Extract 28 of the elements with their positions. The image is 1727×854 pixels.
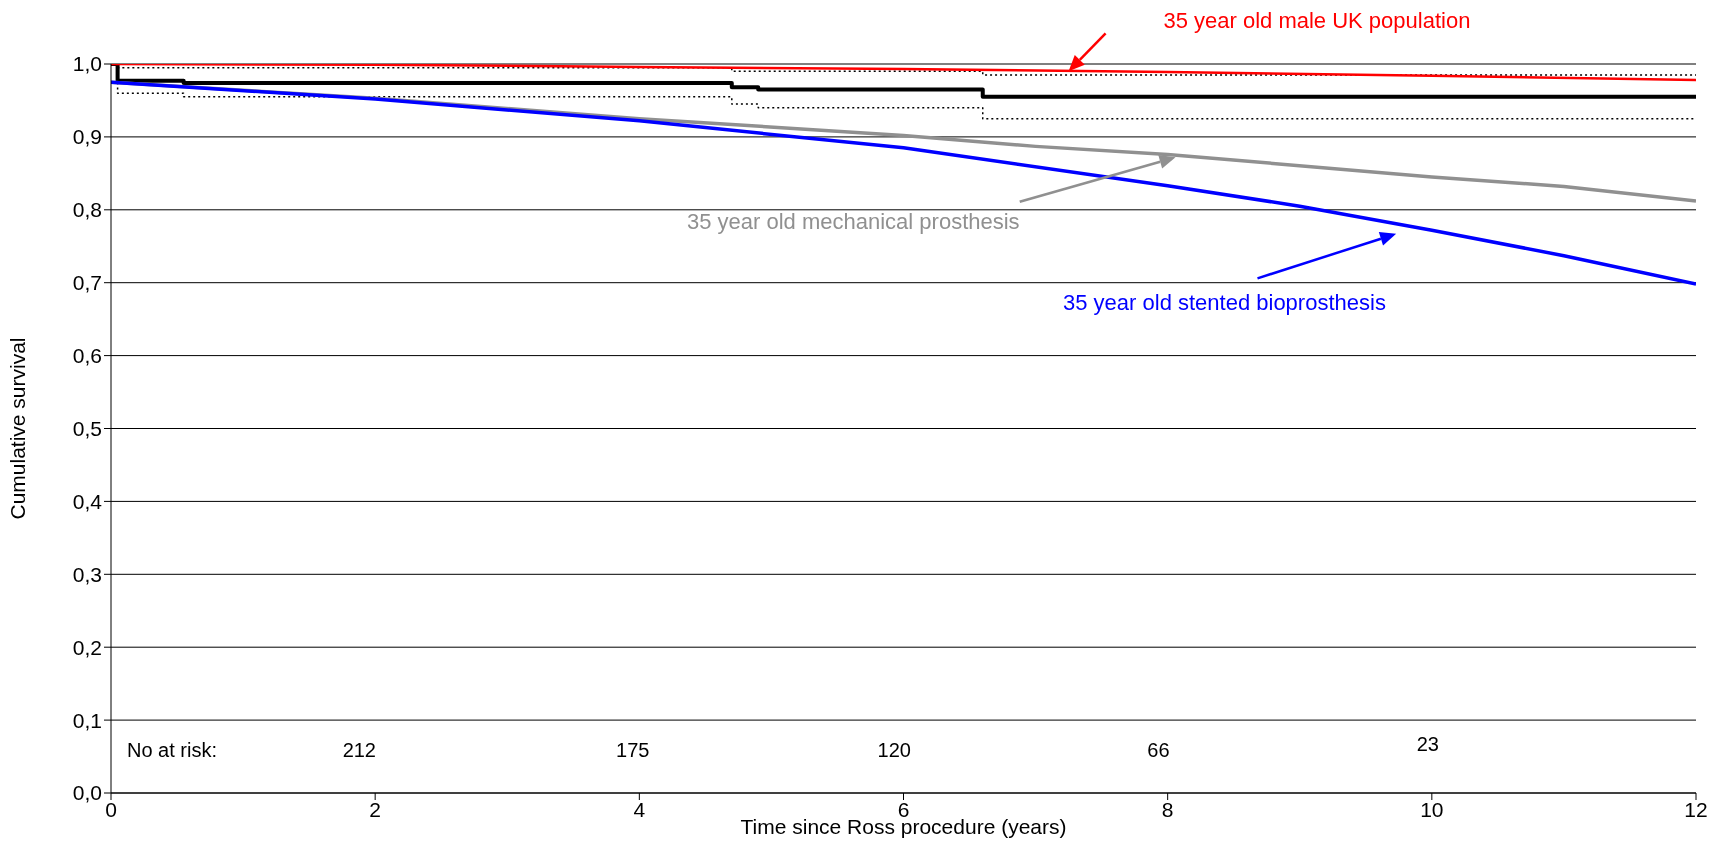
- y-tick-label: 0,0: [72, 781, 102, 805]
- y-tick-label: 0,4: [72, 489, 103, 513]
- y-tick-label: 0,5: [72, 416, 102, 440]
- y-tick-label: 0,6: [72, 344, 102, 368]
- annotation: 66: [1147, 738, 1170, 761]
- x-tick-label: 12: [1684, 797, 1708, 821]
- y-tick-label: 0,8: [72, 198, 102, 222]
- annotation: 212: [342, 738, 376, 761]
- x-tick-label: 8: [1161, 797, 1174, 821]
- annotation: No at risk:: [127, 738, 218, 761]
- y-tick-label: 0,9: [72, 125, 102, 149]
- annotation: 23: [1416, 732, 1439, 755]
- annotation: 175: [616, 738, 650, 761]
- x-tick-label: 6: [897, 797, 910, 821]
- annotation: 120: [877, 738, 911, 761]
- text: 35 year old mechanical prosthesis: [687, 208, 1020, 234]
- text: 35 year old stented bioprosthesis: [1063, 289, 1386, 315]
- series-label: 35 year old male UK population: [1163, 8, 1471, 34]
- x-tick-label: 10: [1420, 797, 1444, 821]
- y-axis-title: Cumulative survival: [6, 337, 30, 520]
- y-tick-label: 1,0: [72, 52, 102, 76]
- y-tick-label: 0,1: [72, 708, 102, 732]
- x-tick-label: 0: [105, 797, 117, 821]
- x-tick-label: 2: [369, 797, 382, 821]
- y-tick-label: 0,7: [72, 271, 102, 295]
- y-tick-label: 0,3: [72, 562, 102, 586]
- x-tick-label: 4: [633, 797, 646, 821]
- y-tick-label: 0,2: [72, 635, 102, 659]
